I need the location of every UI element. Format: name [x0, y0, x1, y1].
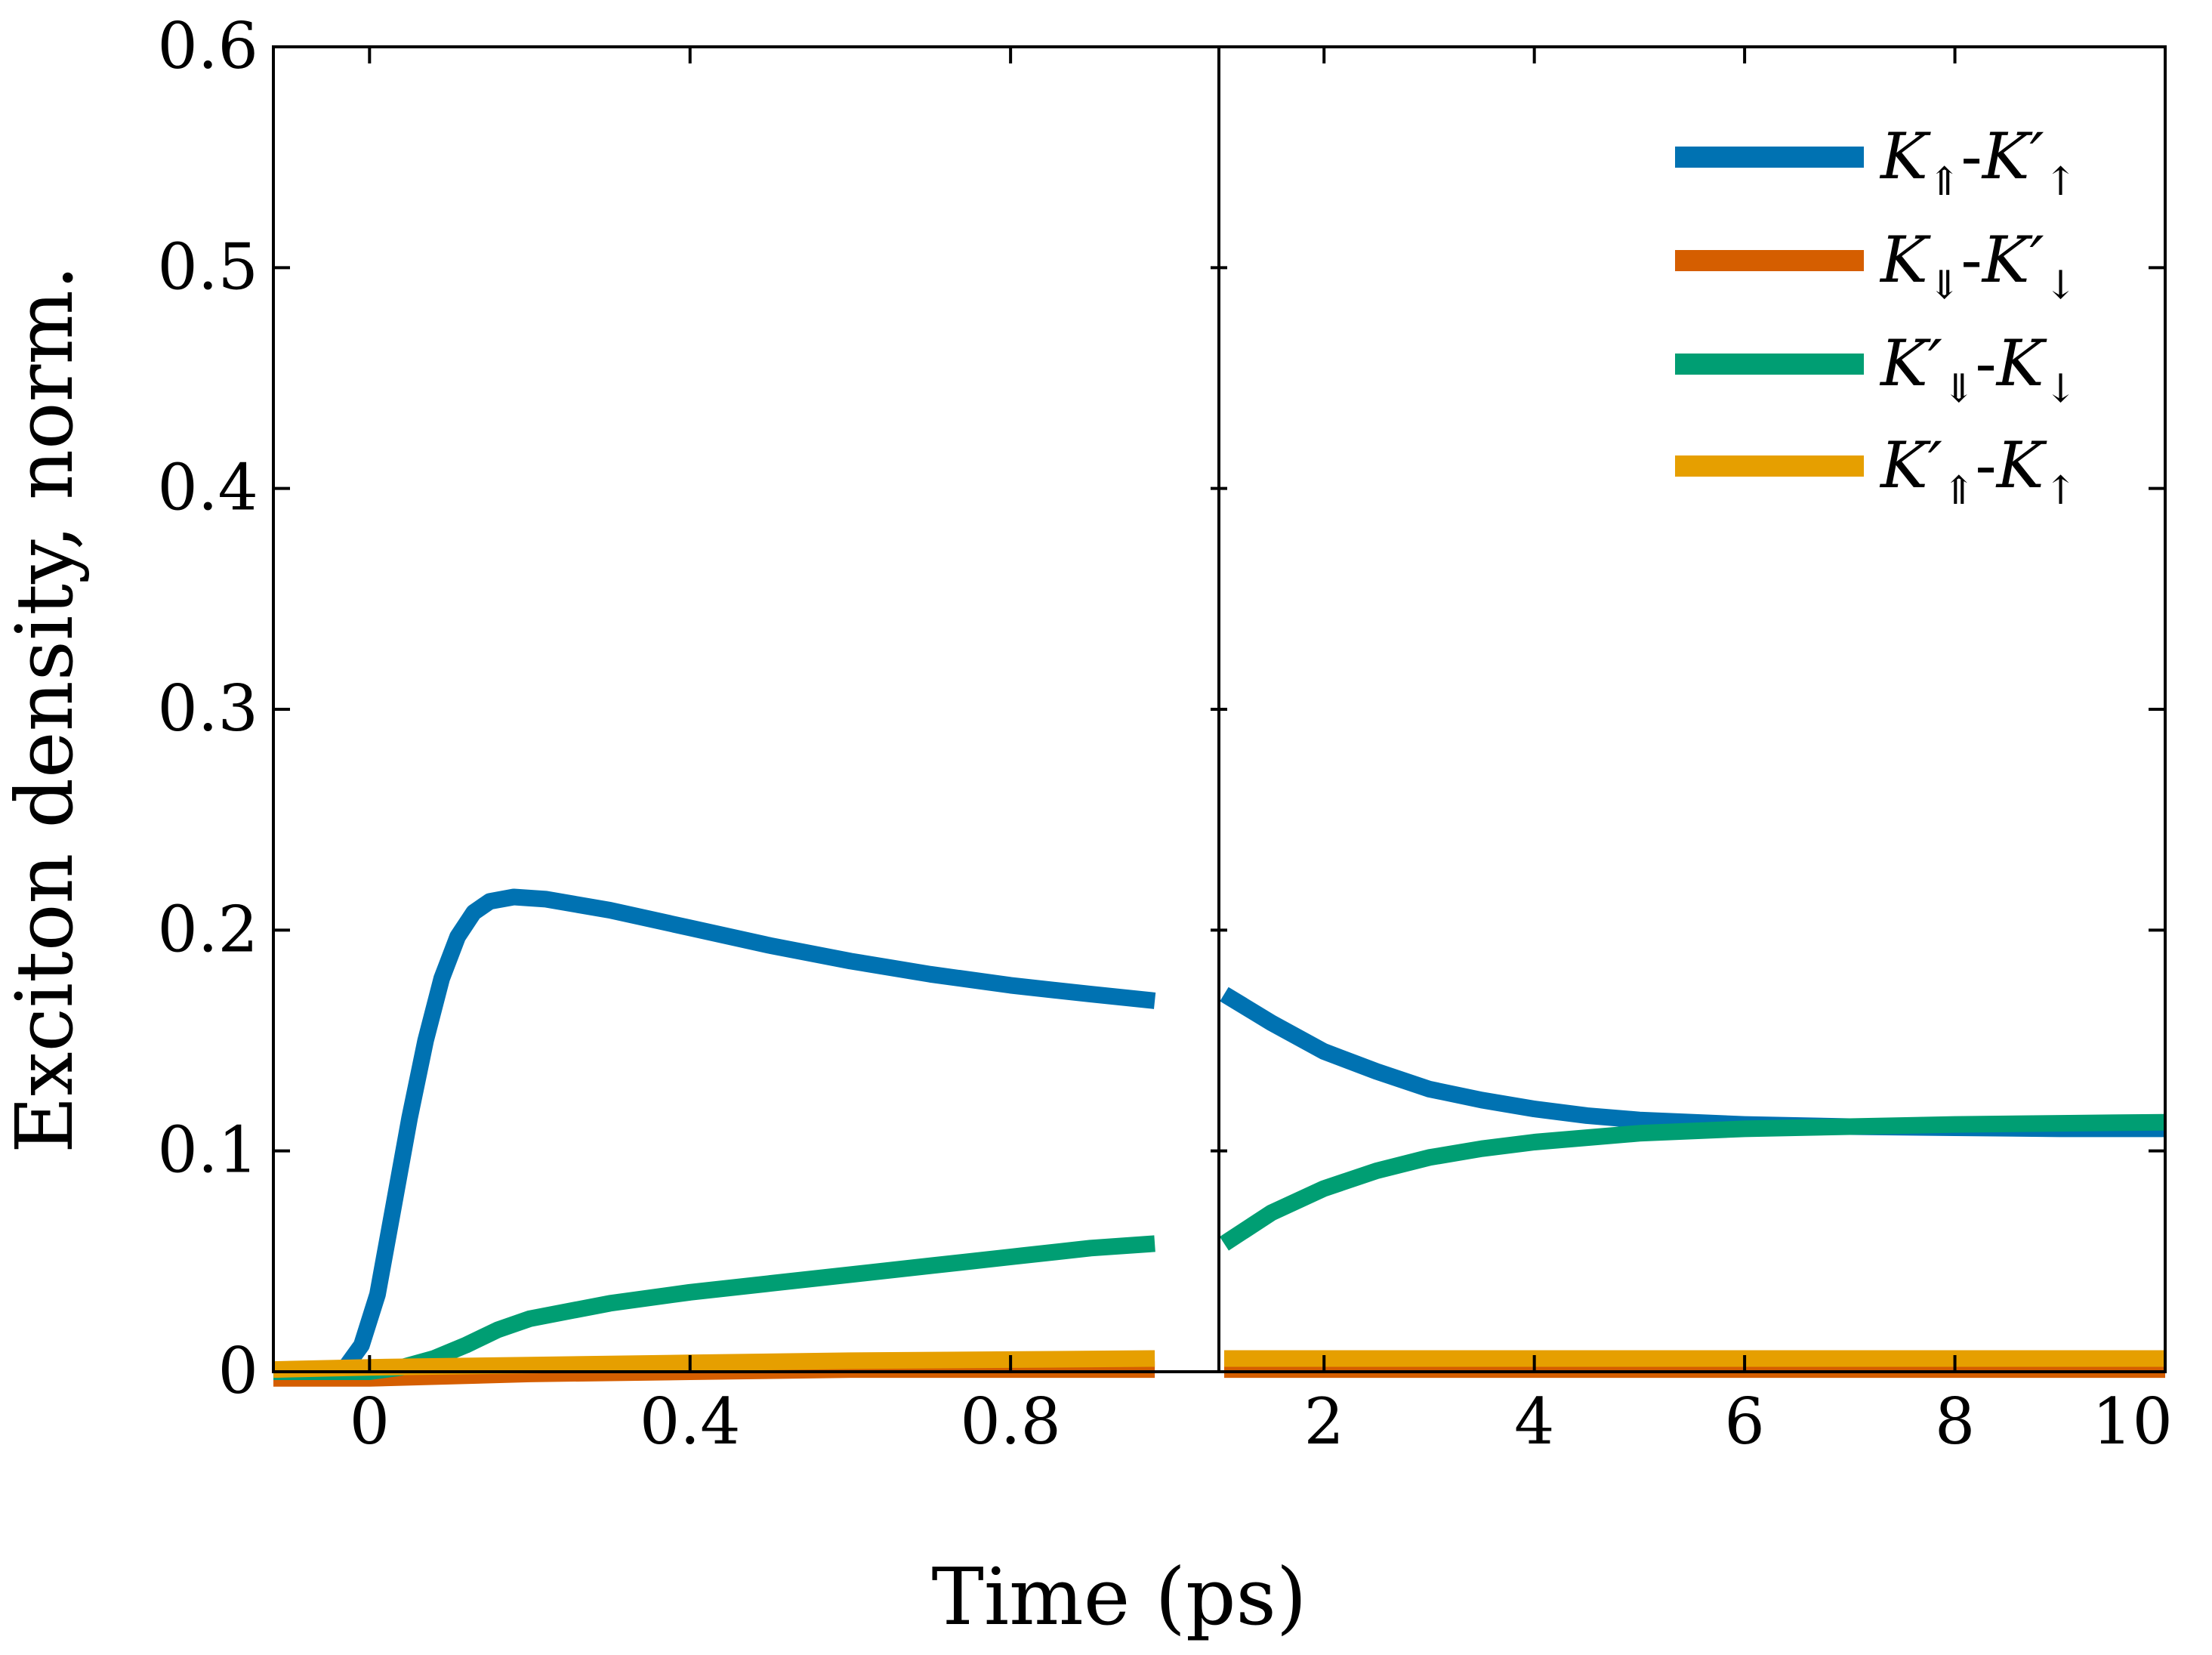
x-tick-label: 0: [350, 1385, 390, 1459]
x-tick-label: 6: [1724, 1385, 1764, 1459]
x-axis-label: Time (ps): [932, 1551, 1307, 1643]
x-tick-label: 0.8: [960, 1385, 1061, 1459]
y-tick-label: 0.4: [157, 451, 258, 525]
legend-label: K⇑-K′↑: [1879, 119, 2077, 205]
y-tick-label: 0.5: [157, 230, 258, 304]
x-tick-label: 0.4: [640, 1385, 741, 1459]
y-tick-label: 0: [218, 1334, 258, 1408]
series-line-0-early: [273, 888, 1156, 1380]
legend-label: K⇓-K′↓: [1879, 223, 2077, 308]
legend-label: K′⇑-K↑: [1879, 428, 2077, 514]
series-line-2-late: [1219, 1113, 2165, 1251]
tick-layer: 0 0.1 0.2 0.3 0.4 0.5 0.6 0 0.4 0.8 2 4 6 8 10: [157, 9, 2173, 1459]
y-tick-label: 0.6: [157, 9, 258, 83]
x-tick-label: 4: [1514, 1385, 1554, 1459]
series-line-0-late: [1220, 987, 2165, 1138]
y-tick-label: 0.3: [157, 672, 258, 746]
y-axis-label: Exciton density, norm.: [0, 265, 91, 1153]
legend: K⇑-K′↑ K⇓-K′↓ K′⇓-K↓ K′⇑-K↑: [1675, 119, 2077, 514]
x-tick-label: 2: [1303, 1385, 1344, 1459]
y-tick-label: 0.1: [157, 1113, 258, 1187]
x-tick-label: 10: [2092, 1385, 2173, 1459]
y-tick-label: 0.2: [157, 892, 258, 966]
legend-label: K′⇓-K↓: [1879, 326, 2077, 412]
x-tick-label: 8: [1935, 1385, 1975, 1459]
